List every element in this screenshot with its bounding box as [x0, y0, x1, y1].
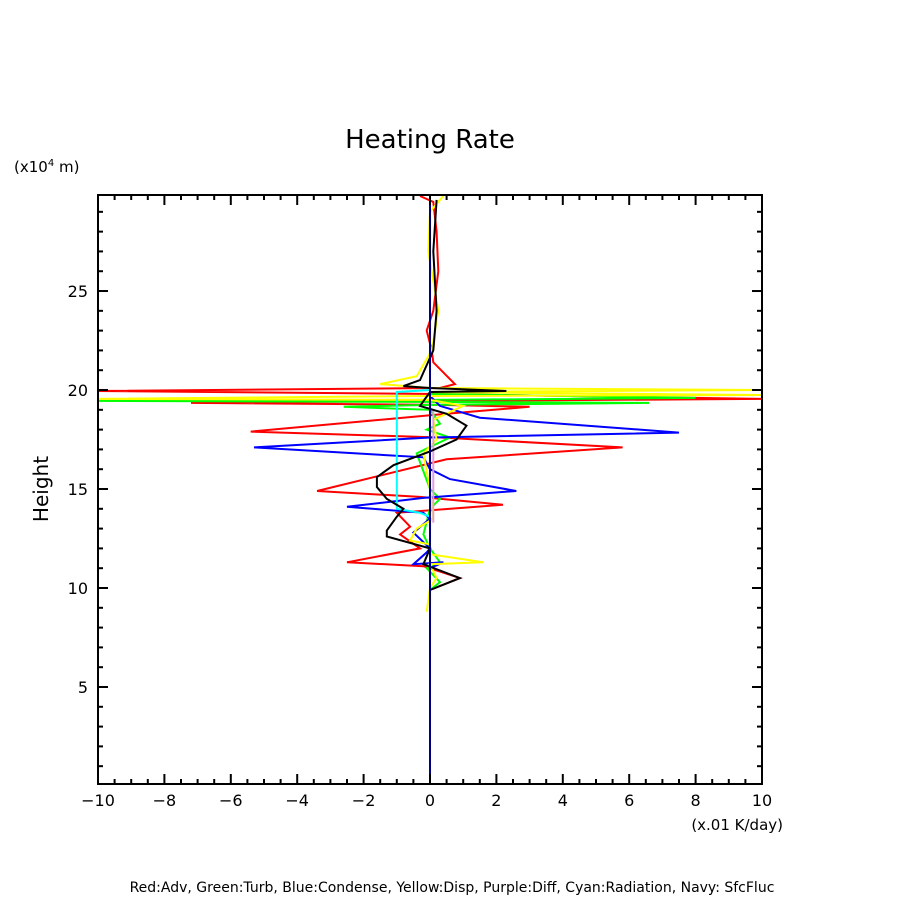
x-tick-label: 10: [752, 791, 772, 810]
x-tick-label: −4: [285, 791, 309, 810]
chart-title: Heating Rate: [345, 125, 515, 155]
plot-frame: [97, 194, 763, 785]
x-tick-label: 6: [624, 791, 634, 810]
y-unit-label: (x104 m): [14, 158, 79, 176]
series-group: [97, 195, 763, 784]
y-tick-label: 5: [78, 678, 88, 697]
series-line-disp: [97, 195, 763, 612]
x-tick-label: 0: [425, 791, 435, 810]
x-tick-label: −8: [153, 791, 177, 810]
axis-ticks: −10 −8 −6 −4 −2 0 2 4 6 8 10 5 10 15 20 25: [68, 195, 772, 810]
x-axis-label: (x.01 K/day): [691, 816, 783, 834]
y-tick-label: 10: [68, 579, 88, 598]
x-tick-label: −6: [219, 791, 243, 810]
y-tick-label: 25: [68, 282, 88, 301]
x-tick-label: −10: [81, 791, 115, 810]
series-line-condense: [253, 196, 680, 784]
x-tick-label: 8: [691, 791, 701, 810]
y-tick-label: 15: [68, 480, 88, 499]
x-tick-label: 4: [558, 791, 568, 810]
x-tick-label: 2: [491, 791, 501, 810]
series-line-radiation: [395, 196, 431, 784]
legend-text: Red:Adv, Green:Turb, Blue:Condense, Yell…: [130, 880, 775, 896]
y-tick-label: 20: [68, 381, 88, 400]
y-axis-label: Height: [29, 456, 53, 522]
x-tick-label: −2: [352, 791, 376, 810]
